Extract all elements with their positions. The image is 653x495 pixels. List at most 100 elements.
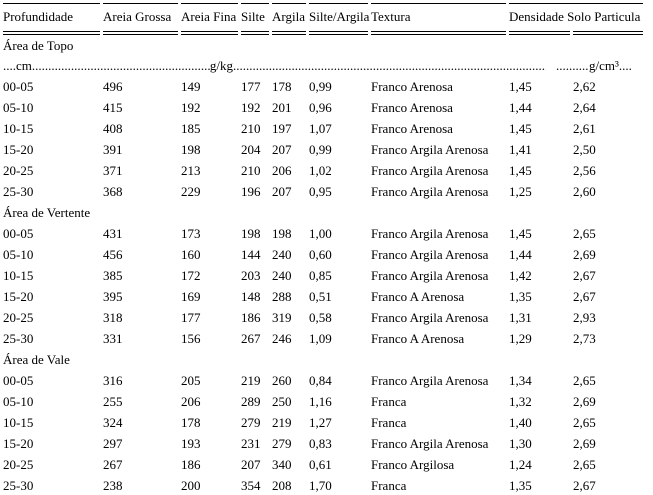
table-row: 00-05 316 205 219 260 0,84 Franco Argila Areno… (3, 370, 643, 391)
cell-densidade-solo: 1,45 (509, 121, 532, 136)
cell-densidade-solo: 1,25 (509, 184, 532, 199)
header-rule-segment (103, 32, 178, 35)
table-row: 20-25 318 177 186 319 0,58 Franco Argila Areno… (3, 307, 643, 328)
cell-particula: 2,73 (573, 331, 596, 346)
cell-textura: Franco A Arenosa (371, 289, 465, 304)
header-rule-segment (103, 29, 178, 32)
header-rule-segment (573, 29, 644, 32)
cell-silte-argila: 0,58 (309, 310, 332, 325)
cell-particula: 2,67 (573, 268, 596, 283)
section-title: Área de Vale (3, 352, 70, 367)
cell-silte: 279 (241, 415, 261, 430)
cell-silte: 148 (241, 289, 261, 304)
cell-argila: 240 (272, 247, 292, 262)
cell-areia-grossa: 255 (103, 394, 123, 409)
cell-silte: 186 (241, 310, 261, 325)
cell-areia-grossa: 456 (103, 247, 123, 262)
table-row: 00-05 431 173 198 198 1,00 Franco Argila Areno… (3, 223, 643, 244)
header-rule-segment (371, 29, 506, 32)
cell-densidade-solo: 1,41 (509, 142, 532, 157)
header-rule-segment (509, 29, 570, 32)
cell-areia-grossa: 238 (103, 475, 178, 495)
header-rule-segment (573, 32, 644, 35)
cell-areia-grossa: 496 (103, 79, 123, 94)
cell-particula: 2,60 (573, 184, 596, 199)
units-leader-line: ....cm..................................… (3, 56, 643, 76)
cell-profundidade: 15-20 (3, 142, 34, 157)
table-row: 20-25 371 213 210 206 1,02 Franco Argila Areno… (3, 160, 643, 181)
table-row: 20-25 267 186 207 340 0,61 Franco Argilosa 1,24… (3, 454, 643, 475)
cell-densidade-solo: 1,30 (509, 436, 532, 451)
cell-areia-grossa: 385 (103, 268, 123, 283)
cell-silte-argila: 0,61 (309, 457, 332, 472)
cell-particula: 2,61 (573, 121, 596, 136)
cell-areia-grossa: 408 (103, 121, 123, 136)
cell-silte-argila: 1,07 (309, 121, 332, 136)
cell-profundidade: 10-15 (3, 121, 34, 136)
column-header-textura: Textura (371, 3, 506, 29)
soil-table-body: Profundidade Areia Grossa Areia Fina Silte A… (3, 3, 644, 495)
cell-silte: 210 (241, 163, 261, 178)
cell-textura: Franco Argilosa (371, 457, 455, 472)
cell-textura: Franco Argila Arenosa (371, 310, 489, 325)
table-row: 05-10 415 192 192 201 0,96 Franco Arenosa 1,44 2… (3, 97, 643, 118)
table-row: 05-10 456 160 144 240 0,60 Franco Argila Areno… (3, 244, 643, 265)
cell-densidade-solo: 1,35 (509, 289, 532, 304)
cell-densidade-solo: 1,24 (509, 457, 532, 472)
cell-textura: Franco Argila Arenosa (371, 268, 489, 283)
cell-areia-fina: 160 (181, 247, 201, 262)
cell-profundidade: 00-05 (3, 226, 34, 241)
cell-textura: Franco Argila Arenosa (371, 142, 489, 157)
cell-textura: Franca (371, 475, 506, 495)
cell-argila: 240 (272, 268, 292, 283)
cell-areia-fina: 185 (181, 121, 201, 136)
cell-argila: 219 (272, 415, 292, 430)
header-rule-segment (181, 32, 238, 35)
cell-argila: 198 (272, 226, 292, 241)
table-row: 10-15 385 172 203 240 0,85 Franco Argila Areno… (3, 265, 643, 286)
header-rule-row (3, 29, 644, 32)
cell-areia-grossa: 318 (103, 310, 123, 325)
cell-particula: 2,67 (573, 475, 643, 495)
cell-areia-fina: 172 (181, 268, 201, 283)
cell-silte-argila: 1,27 (309, 415, 332, 430)
cell-textura: Franco Argila Arenosa (371, 184, 489, 199)
table-row: 10-15 408 185 210 197 1,07 Franco Arenosa 1,45 2… (3, 118, 643, 139)
cell-argila: 288 (272, 289, 292, 304)
cell-areia-grossa: 324 (103, 415, 123, 430)
cell-areia-grossa: 297 (103, 436, 123, 451)
table-row: 25-30 368 229 196 207 0,95 Franco Argila Areno… (3, 181, 643, 202)
cell-argila: 207 (272, 184, 292, 199)
header-rule-segment (241, 29, 269, 32)
cell-profundidade: 25-30 (3, 331, 34, 346)
cell-areia-grossa: 331 (103, 331, 123, 346)
cell-textura: Franco A Arenosa (371, 331, 465, 346)
cell-areia-fina: 205 (181, 373, 201, 388)
cell-silte-argila: 0,96 (309, 100, 332, 115)
cell-textura: Franca (371, 394, 407, 409)
header-rule-segment (181, 29, 238, 32)
header-rule-segment (371, 32, 506, 35)
cell-densidade-solo: 1,29 (509, 331, 532, 346)
units-cm-label: ....cm (3, 58, 32, 73)
cell-argila: 250 (272, 394, 292, 409)
header-rule-segment (272, 29, 306, 32)
cell-areia-grossa: 368 (103, 184, 123, 199)
cell-silte-argila: 0,51 (309, 289, 332, 304)
cell-textura: Franco Argila Arenosa (371, 226, 489, 241)
column-header-densidade-solo: Densidade Solo Particula (509, 3, 644, 29)
cell-silte: 144 (241, 247, 261, 262)
cell-silte-argila: 1,02 (309, 163, 332, 178)
cell-profundidade: 15-20 (3, 289, 34, 304)
cell-silte: 354 (241, 475, 269, 495)
cell-profundidade: 25-30 (3, 475, 100, 495)
cell-textura: Franco Argila Arenosa (371, 373, 489, 388)
cell-particula: 2,65 (573, 373, 596, 388)
cell-densidade-solo: 1,34 (509, 373, 532, 388)
table-row: 10-15 324 178 279 219 1,27 Franca 1,40 2,65 (3, 412, 643, 433)
table-row: 15-20 297 193 231 279 0,83 Franco Argila Areno… (3, 433, 643, 454)
cell-areia-fina: 193 (181, 436, 201, 451)
cell-particula: 2,69 (573, 436, 596, 451)
units-leader-dots: ........................................… (233, 58, 547, 73)
cell-areia-fina: 178 (181, 415, 201, 430)
